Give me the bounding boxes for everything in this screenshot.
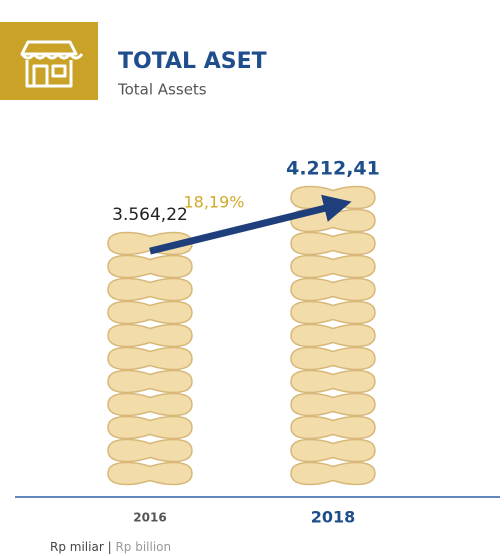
value-label: 3.564,22 [112, 205, 188, 225]
peanut [107, 369, 193, 394]
peanut [107, 438, 193, 463]
peanut [290, 415, 376, 440]
growth-arrow [149, 194, 352, 255]
footer-separator: | [108, 540, 112, 554]
bar [290, 185, 376, 486]
peanut [107, 323, 193, 348]
peanut [107, 415, 193, 440]
peanut [290, 300, 376, 325]
peanut [290, 438, 376, 463]
footer: Rp miliar | Rp billion [50, 540, 171, 554]
peanut [107, 277, 193, 302]
peanut [107, 300, 193, 325]
peanut [290, 346, 376, 371]
chart-title: TOTAL ASET [118, 49, 267, 74]
footer-right: Rp billion [115, 540, 171, 554]
chart-subtitle: Total Assets [117, 81, 207, 99]
peanut [290, 254, 376, 279]
growth-label: 18,19% [183, 193, 244, 212]
bar [107, 231, 193, 486]
peanut [290, 277, 376, 302]
peanut [107, 346, 193, 371]
peanut [107, 392, 193, 417]
footer-left: Rp miliar [50, 540, 104, 554]
peanut [107, 461, 193, 486]
peanut [290, 323, 376, 348]
x-tick-label: 2016 [133, 511, 166, 525]
x-tick-label: 2018 [311, 508, 356, 527]
icon [0, 22, 98, 100]
peanut [290, 461, 376, 486]
peanut [290, 392, 376, 417]
peanut [290, 369, 376, 394]
peanut [107, 254, 193, 279]
peanut [290, 231, 376, 256]
value-label: 4.212,41 [286, 158, 380, 180]
